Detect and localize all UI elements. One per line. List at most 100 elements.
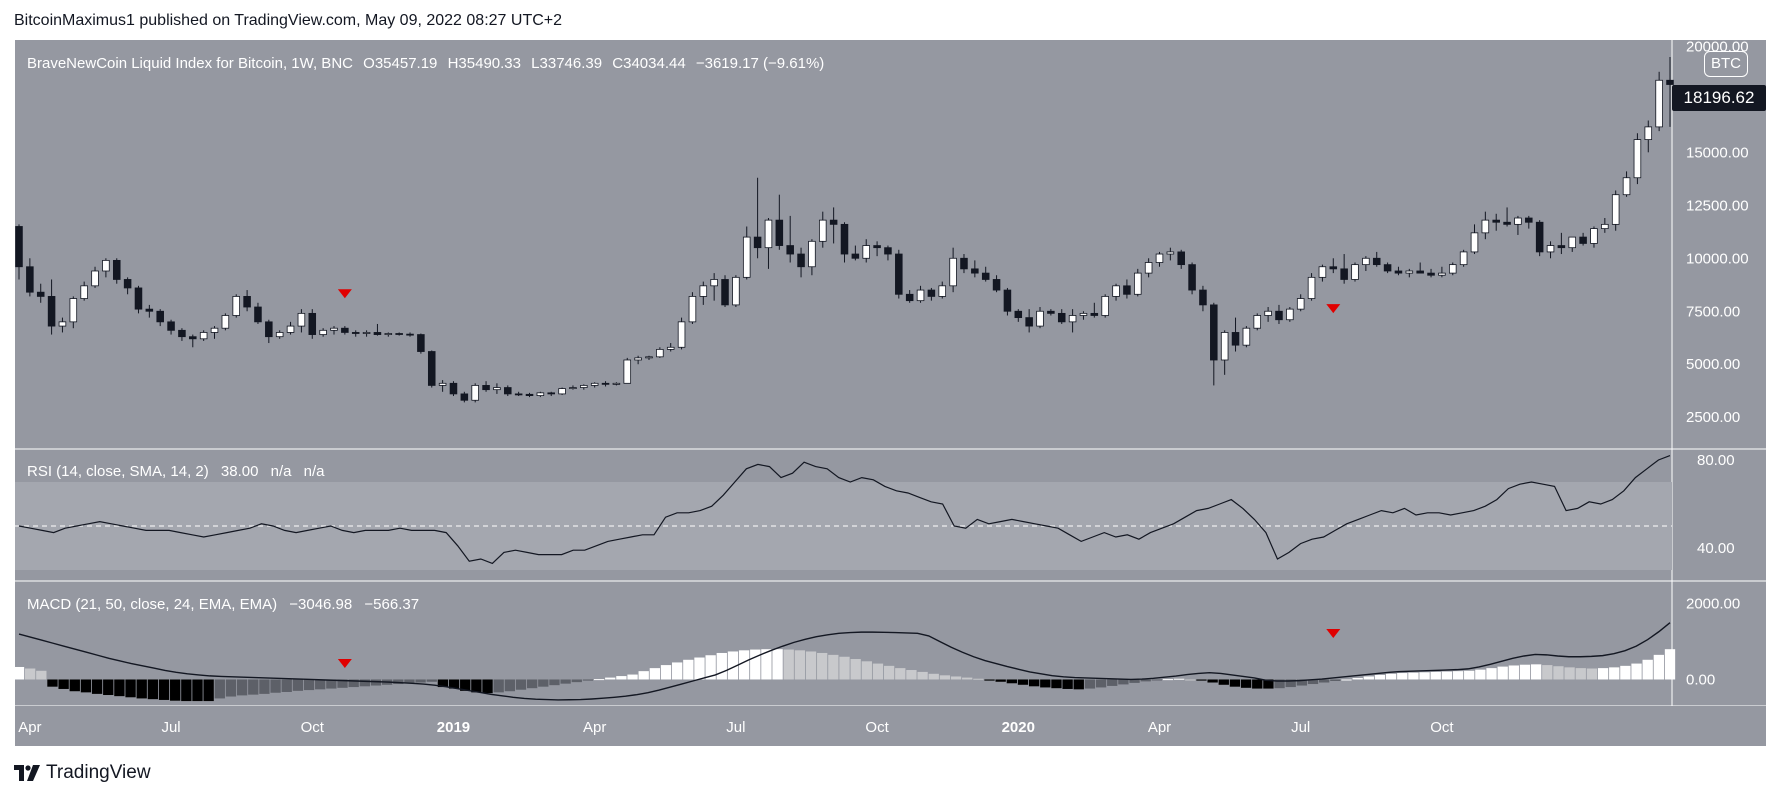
macd-histogram-bar [872,663,884,680]
candle-down [1231,332,1240,346]
candle-up [1036,310,1044,327]
candle-up [949,257,957,287]
macd-histogram-bar [1274,679,1285,689]
candlestick-series [15,56,1674,403]
macd-histogram-bar [1285,679,1296,688]
candle-up [1253,315,1262,329]
candle-down [1416,270,1424,274]
macd-line [18,622,1671,701]
macd-histogram-bar [1385,673,1397,680]
low-value: 33746.39 [539,55,603,72]
candle-down [514,393,523,396]
candle-down [829,219,838,225]
macd-histogram-bar [1664,649,1676,680]
macd-histogram-bar [616,676,627,680]
macd-histogram-bar [1497,666,1508,680]
candle-up [612,382,621,385]
price-tick-label: 12500.00 [1686,197,1749,214]
candle-up [634,357,642,361]
candle-up [938,285,947,297]
macd-histogram-bar [147,679,159,700]
change-value: −3619.17 (−9.61%) [695,55,825,72]
signal-marker-triangle [337,289,352,299]
macd-histogram-bar [906,670,917,680]
macd-histogram-bar [1229,679,1241,687]
candle-up [666,346,675,350]
candle-down [417,334,425,352]
macd-histogram-bar [1642,659,1653,680]
macd-histogram-bar [1586,668,1598,680]
candle-up [819,219,827,242]
macd-histogram-bar [415,679,426,683]
candle-down [449,382,458,395]
candle-down [1025,317,1033,327]
candle-down [1090,312,1099,316]
open-label: O [363,55,375,72]
candle-down [1003,289,1012,312]
candle-up [1220,332,1229,361]
candle-up [569,387,577,390]
candle-down [123,279,132,289]
macd-histogram-bar [1653,654,1665,680]
macd-histogram-bar [694,657,705,680]
candle-down [895,253,903,295]
macd-histogram-bar [103,679,114,696]
macd-histogram-bar [1441,671,1453,680]
main-legend: BraveNewCoin Liquid Index for Bitcoin, 1… [27,55,824,72]
candle-down [851,253,860,259]
macd-histogram-bar [404,679,415,684]
time-tick-label: Apr [1148,719,1171,736]
candle-up [623,359,632,384]
candle-up [1438,272,1446,276]
tradingview-footer[interactable]: TradingView [14,762,151,784]
candle-down [547,392,555,395]
macd-histogram-bar [1419,672,1430,680]
candle-up [1448,264,1457,274]
candle-up [1622,177,1631,196]
candle-up [862,245,870,259]
macd-histogram-bar [1352,677,1363,680]
macd-histogram-bar [1575,668,1586,680]
candle-up [1318,266,1327,278]
candle-up [1644,126,1653,141]
macd-histogram-bar [482,679,493,694]
chart-panes [15,40,1766,746]
open-value: 35457.19 [374,55,438,72]
macd-histogram-bar [47,679,58,687]
macd-histogram-bar [348,679,359,688]
candle-up [645,356,653,359]
macd-histogram-bar [538,679,549,687]
symbol-badge[interactable]: BTC [1704,51,1748,77]
candle-up [808,240,816,268]
candle-up [58,321,67,327]
rsi-na-2: n/a [303,463,325,480]
candle-down [905,293,914,302]
candle-down [351,332,360,334]
macd-histogram-bar [593,679,605,681]
candle-up [1264,310,1272,316]
macd-legend: MACD (21, 50, close, 24, EMA, EMA) −3046… [27,596,419,613]
candle-down [134,287,143,310]
candle-down [1427,272,1435,276]
macd-histogram-bar [1475,669,1486,680]
signal-marker-triangle [1326,304,1341,314]
macd-histogram-bar [248,679,259,695]
candle-down [525,393,534,396]
candle-up [699,285,708,297]
macd-histogram-bar [1597,668,1609,680]
macd-histogram-bar [727,651,739,680]
macd-histogram-bar [1620,665,1631,680]
candle-up [1459,251,1468,266]
candle-up [1144,262,1153,274]
macd-histogram-bar [1564,667,1575,680]
signal-marker-triangle [1326,629,1341,639]
macd-histogram-bar [1408,672,1419,680]
macd-histogram-bar [192,679,203,702]
macd-histogram-bar [1218,679,1229,685]
candle-down [992,279,1001,291]
candle-up [1405,270,1414,274]
candle-down [721,279,729,306]
candle-down [1535,221,1544,253]
macd-histogram-bar [125,679,136,698]
